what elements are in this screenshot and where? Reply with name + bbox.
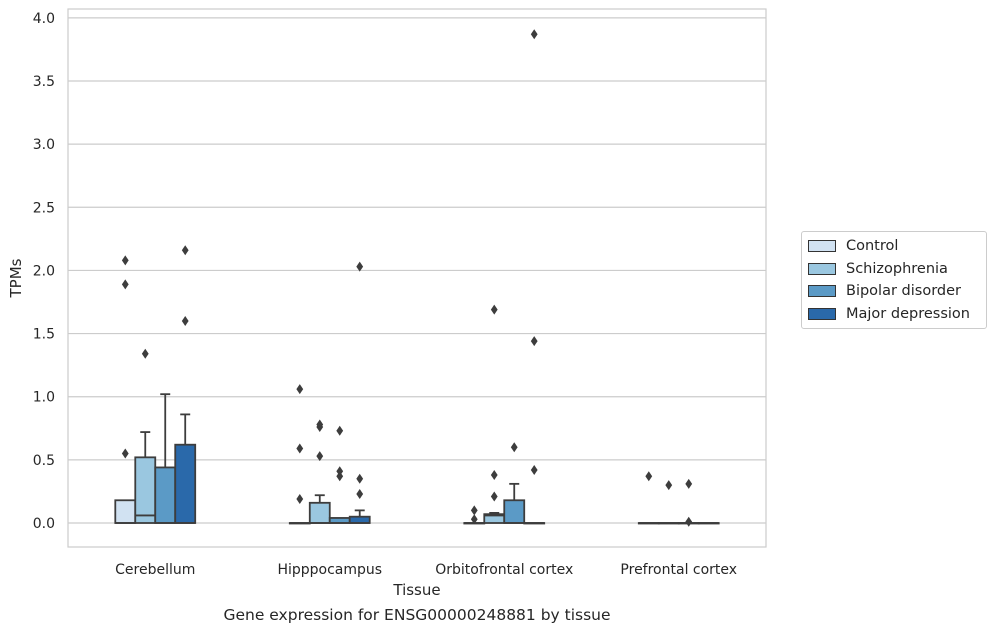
y-axis-label: TPMs [7,258,25,298]
legend-item-bipolar-disorder: Bipolar disorder [802,280,986,303]
x-tick-label-cerebellum: Cerebellum [115,562,195,578]
box-body [134,456,157,524]
box-major-depression-cerebellum [174,245,197,524]
boxes [114,29,720,527]
outlier-point [356,473,364,484]
outlier-point [530,336,538,347]
box-control-orbitofrontal-cortex [463,505,486,525]
outlier-point [316,451,324,462]
outlier-point [121,448,129,459]
outlier-point [665,480,673,491]
outlier-point [530,29,538,40]
outlier-point [336,425,344,436]
outlier-point [470,505,478,516]
box-body [114,499,137,524]
box-bipolar-disorder-hipppocampus [328,425,351,524]
legend-label-schizophrenia: Schizophrenia [846,260,948,277]
outlier-point [470,514,478,525]
y-tick-label: 3.5 [33,74,55,90]
y-tick-label: 0.0 [33,516,55,532]
box-bipolar-disorder-orbitofrontal-cortex [503,442,526,524]
x-tick-label-orbitofrontal-cortex: Orbitofrontal cortex [435,562,573,578]
legend-item-control: Control [802,235,986,258]
outlier-point [336,466,344,477]
outlier-point [296,384,304,395]
outlier-point [685,516,693,527]
outlier-point [530,464,538,475]
y-tick-label: 1.0 [33,390,55,406]
legend-swatch-control [808,240,836,253]
legend-swatch-bipolar-disorder [808,285,836,298]
y-tick-label: 4.0 [33,11,55,27]
outlier-point [490,491,498,502]
box-control-cerebellum [114,255,137,524]
box-schizophrenia-hipppocampus [308,419,331,524]
outlier-point [181,315,189,326]
box-body [308,501,331,524]
outlier-point [181,245,189,256]
outlier-point [490,470,498,481]
box-body [154,466,177,524]
y-tick-label: 3.0 [33,137,55,153]
outlier-point [336,471,344,482]
box-schizophrenia-cerebellum [134,348,157,524]
outlier-point [121,255,129,266]
outlier-point [490,304,498,315]
x-tick-labels: Cerebellum Hipppocampus Orbitofrontal cort… [115,562,737,578]
outlier-point [645,471,653,482]
outlier-point [121,279,129,290]
outlier-point [510,442,518,453]
y-tick-labels: 0.0 0.5 1.0 1.5 2.0 2.5 3.0 3.5 4.0 [33,11,55,532]
box-bipolar-disorder-cerebellum [154,393,177,524]
y-tick-label: 1.5 [33,327,55,343]
box-control-hipppocampus [288,384,311,525]
legend-swatch-schizophrenia [808,262,836,275]
box-major-depression-hipppocampus [348,261,371,524]
x-tick-label-hipppocampus: Hipppocampus [277,562,382,578]
outlier-point [356,488,364,499]
legend-label-bipolar-disorder: Bipolar disorder [846,283,961,300]
box-schizophrenia-orbitofrontal-cortex [483,304,506,524]
outlier-point [141,348,149,359]
box-control-prefrontal-cortex [637,471,660,525]
outlier-point [685,478,693,489]
legend-label-control: Control [846,238,899,255]
box-body [503,499,526,524]
y-tick-label: 0.5 [33,453,55,469]
plot-frame [67,8,767,548]
outlier-point [316,419,324,430]
outlier-point [356,261,364,272]
box-bipolar-disorder-prefrontal-cortex [677,478,700,527]
box-schizophrenia-prefrontal-cortex [657,480,680,525]
y-tick-label: 2.5 [33,200,55,216]
legend-item-schizophrenia: Schizophrenia [802,258,986,281]
box-body [174,443,197,524]
legend-item-major-depression: Major depression [802,303,986,326]
x-tick-label-prefrontal-cortex: Prefrontal cortex [620,562,737,578]
legend-swatch-major-depression [808,307,836,320]
legend: Control Schizophrenia Bipolar disorder M… [801,231,987,329]
box-body [348,515,371,524]
legend-label-major-depression: Major depression [846,305,970,322]
outlier-point [296,494,304,505]
box-major-depression-orbitofrontal-cortex [523,29,546,525]
gridlines [68,17,766,524]
figure-caption: Gene expression for ENSG00000248881 by t… [223,606,611,624]
x-axis-label: Tissue [392,581,440,599]
box-major-depression-prefrontal-cortex [697,522,720,525]
y-tick-label: 2.0 [33,263,55,279]
outlier-point [296,443,304,454]
